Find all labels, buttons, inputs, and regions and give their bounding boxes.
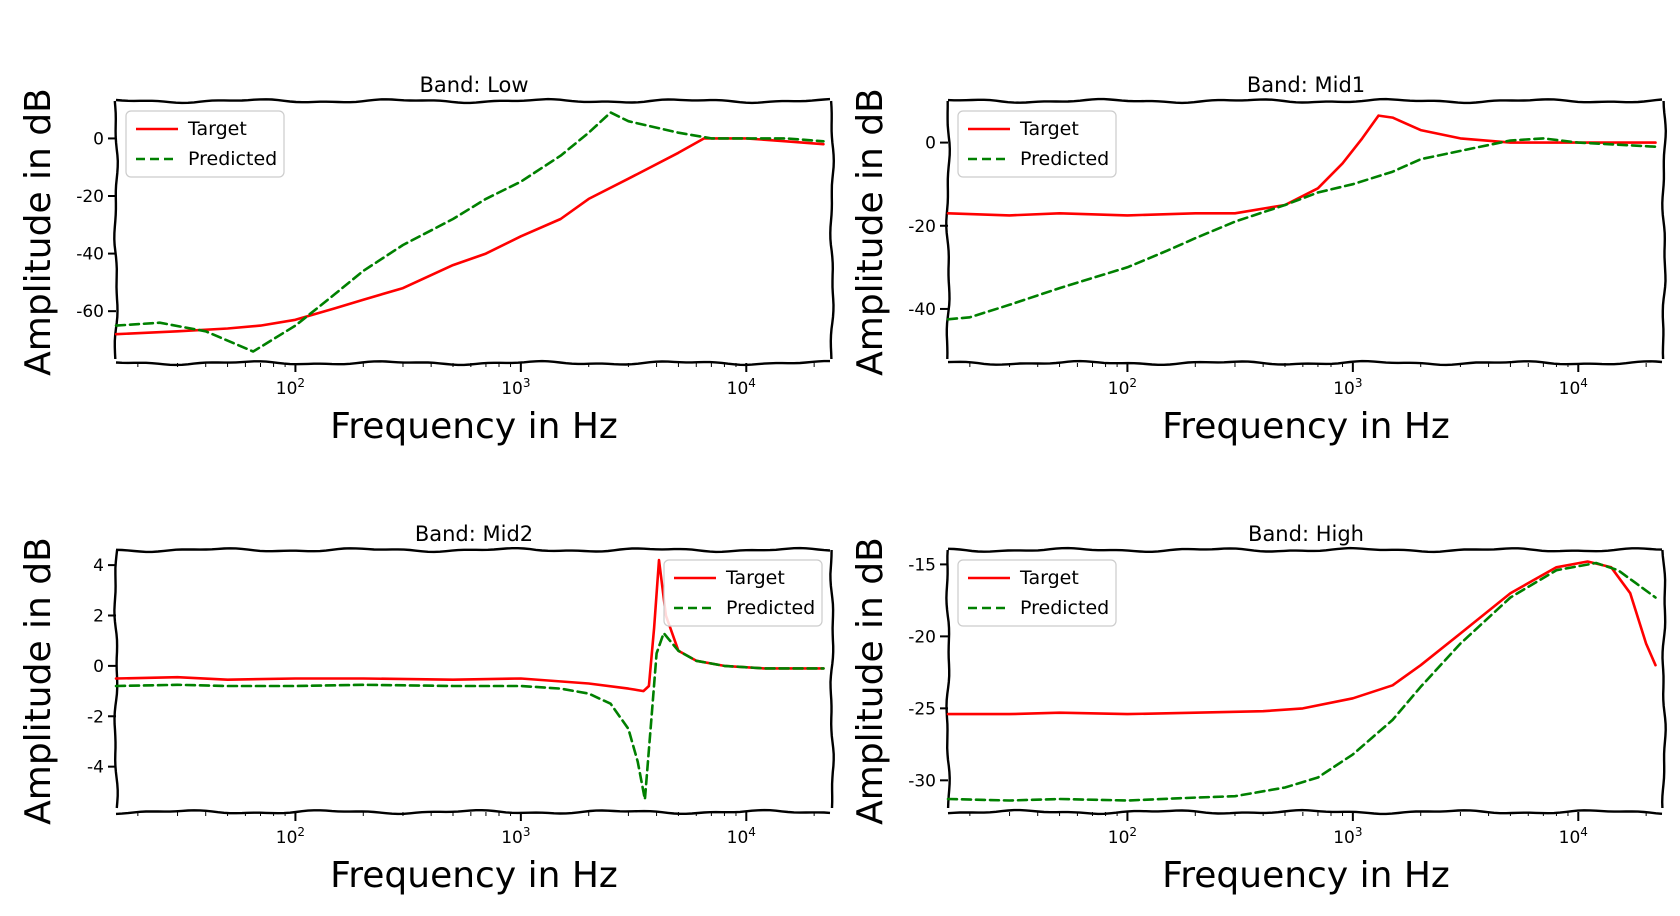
y-tick-label: -4: [87, 758, 104, 778]
series-line-predicted: [114, 631, 825, 801]
right-spine: [1660, 549, 1667, 809]
legend-label: Predicted: [726, 597, 815, 619]
right-spine: [1661, 100, 1668, 360]
x-tick-label: 102: [276, 825, 305, 848]
y-axis-label: Amplitude in dB: [850, 537, 891, 825]
legend-label: Predicted: [1020, 597, 1109, 619]
y-tick-label: -60: [76, 302, 104, 322]
subplot-title: Band: Mid2: [415, 522, 533, 546]
x-tick-label: 103: [1333, 376, 1362, 399]
y-tick-label: -2: [87, 707, 104, 727]
series-line-target: [946, 560, 1657, 716]
y-tick-label: -20: [908, 627, 936, 647]
top-spine: [115, 546, 831, 554]
bottom-spine: [115, 808, 831, 816]
series-line-predicted: [946, 137, 1657, 321]
legend-label: Predicted: [188, 148, 277, 170]
y-tick-label: -40: [76, 245, 104, 265]
right-spine: [829, 549, 835, 809]
x-tick-label: 103: [1333, 825, 1362, 848]
series-line-predicted: [946, 561, 1657, 802]
bottom-spine: [947, 359, 1663, 367]
y-tick-label: 0: [93, 129, 104, 149]
bottom-spine: [115, 359, 830, 367]
left-spine: [113, 100, 120, 360]
subplot-title: Band: Mid1: [1247, 73, 1365, 97]
subplot-2: Band: Mid1 0 -20 -40 102 103 104 Frequency in H…: [850, 73, 1668, 447]
legend-label: Target: [1019, 567, 1079, 589]
subplot-1: Band: Low 0 -20 -40 -60 102 103 104 Frequency in…: [18, 73, 836, 447]
x-tick-label: 102: [276, 376, 305, 399]
y-axis-label: Amplitude in dB: [850, 88, 891, 376]
legend-frame: [125, 110, 285, 178]
subplot-3: Band: Mid2 4 2 0 -2 -4 102 103 104 Frequency in H…: [18, 522, 835, 896]
x-axis-label: Frequency in Hz: [1162, 406, 1450, 447]
right-spine: [829, 100, 836, 360]
subplot-title: Band: High: [1248, 522, 1364, 546]
x-tick-label: 103: [501, 376, 530, 399]
x-tick-label: 104: [1559, 376, 1588, 399]
legend: Target Predicted: [663, 559, 823, 627]
x-tick-label: 104: [1559, 825, 1588, 848]
x-tick-label: 104: [727, 825, 756, 848]
top-spine: [115, 97, 831, 105]
legend-label: Predicted: [1020, 148, 1109, 170]
subplot-4: Band: High -15 -20 -25 -30 102 103 104 Frequency…: [850, 522, 1667, 896]
y-tick-label: -15: [908, 555, 936, 575]
x-tick-label: 104: [727, 376, 756, 399]
y-tick-label: 4: [93, 556, 104, 576]
y-tick-label: 0: [93, 657, 104, 677]
y-tick-label: 2: [93, 607, 104, 627]
legend: Target Predicted: [125, 110, 285, 178]
x-tick-label: 102: [1108, 825, 1137, 848]
x-axis-label: Frequency in Hz: [330, 855, 618, 896]
y-tick-label: -40: [908, 300, 936, 320]
x-axis-label: Frequency in Hz: [1162, 855, 1450, 896]
y-tick-label: -25: [908, 699, 936, 719]
legend-frame: [663, 559, 823, 627]
x-tick-label: 103: [501, 825, 530, 848]
series-line-predicted: [114, 111, 825, 353]
y-tick-label: 0: [925, 134, 936, 154]
y-axis-label: Amplitude in dB: [18, 88, 59, 376]
legend: Target Predicted: [957, 559, 1117, 627]
legend-frame: [957, 559, 1117, 627]
y-axis-label: Amplitude in dB: [18, 537, 59, 825]
left-spine: [945, 549, 951, 809]
legend-label: Target: [1019, 118, 1079, 140]
legend-frame: [957, 110, 1117, 178]
x-axis-label: Frequency in Hz: [330, 406, 618, 447]
y-tick-label: -20: [76, 187, 104, 207]
bottom-spine: [947, 808, 1663, 816]
subplot-title: Band: Low: [419, 73, 528, 97]
legend-label: Target: [187, 118, 247, 140]
y-tick-label: -20: [908, 217, 936, 237]
legend-label: Target: [725, 567, 785, 589]
top-spine: [947, 546, 1663, 554]
y-tick-label: -30: [908, 771, 936, 791]
series-line-target: [946, 114, 1657, 217]
left-spine: [945, 101, 952, 360]
x-tick-label: 102: [1108, 376, 1137, 399]
top-spine: [947, 97, 1663, 105]
legend: Target Predicted: [957, 110, 1117, 178]
